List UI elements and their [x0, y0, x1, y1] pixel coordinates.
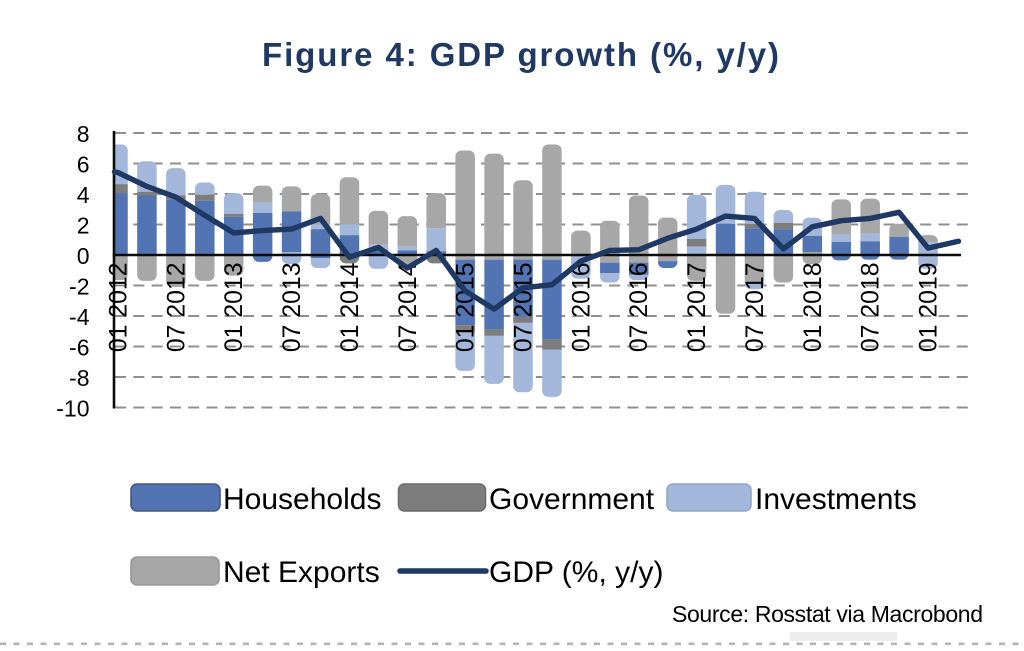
svg-text:07 2015: 07 2015 — [511, 263, 538, 353]
svg-text:6: 6 — [77, 152, 90, 178]
svg-text:Figure 4: GDP growth (%, y/y): Figure 4: GDP growth (%, y/y) — [262, 36, 779, 73]
svg-text:Net Exports: Net Exports — [223, 556, 380, 589]
svg-text:07 2012: 07 2012 — [163, 263, 190, 353]
svg-text:07 2014: 07 2014 — [395, 262, 422, 352]
svg-text:07 2013: 07 2013 — [279, 263, 306, 353]
svg-text:Investments: Investments — [755, 483, 917, 516]
svg-text:01 2018: 01 2018 — [800, 263, 827, 353]
svg-text:-6: -6 — [69, 335, 89, 361]
svg-text:-2: -2 — [69, 274, 89, 300]
svg-text:01 2013: 01 2013 — [221, 263, 248, 353]
svg-text:01 2014: 01 2014 — [337, 262, 364, 352]
svg-text:07 2016: 07 2016 — [626, 263, 653, 353]
svg-text:0: 0 — [77, 243, 90, 269]
svg-text:07 2018: 07 2018 — [858, 263, 885, 353]
svg-text:Households: Households — [223, 483, 381, 516]
svg-text:07 2017: 07 2017 — [742, 263, 769, 353]
svg-text:-10: -10 — [56, 396, 89, 422]
svg-text:-4: -4 — [69, 304, 90, 330]
svg-text:Government: Government — [489, 483, 655, 516]
svg-text:Source: Rosstat via Macrobond: Source: Rosstat via Macrobond — [672, 601, 983, 627]
svg-text:01 2012: 01 2012 — [106, 263, 133, 353]
svg-text:01 2017: 01 2017 — [684, 263, 711, 353]
svg-text:4: 4 — [77, 182, 90, 208]
svg-text:01 2019: 01 2019 — [916, 263, 943, 353]
svg-text:GDP (%, y/y): GDP (%, y/y) — [489, 556, 663, 589]
svg-text:8: 8 — [77, 121, 90, 147]
svg-text:-8: -8 — [69, 365, 89, 391]
svg-text:2: 2 — [77, 213, 90, 239]
svg-text:01 2016: 01 2016 — [568, 263, 595, 353]
